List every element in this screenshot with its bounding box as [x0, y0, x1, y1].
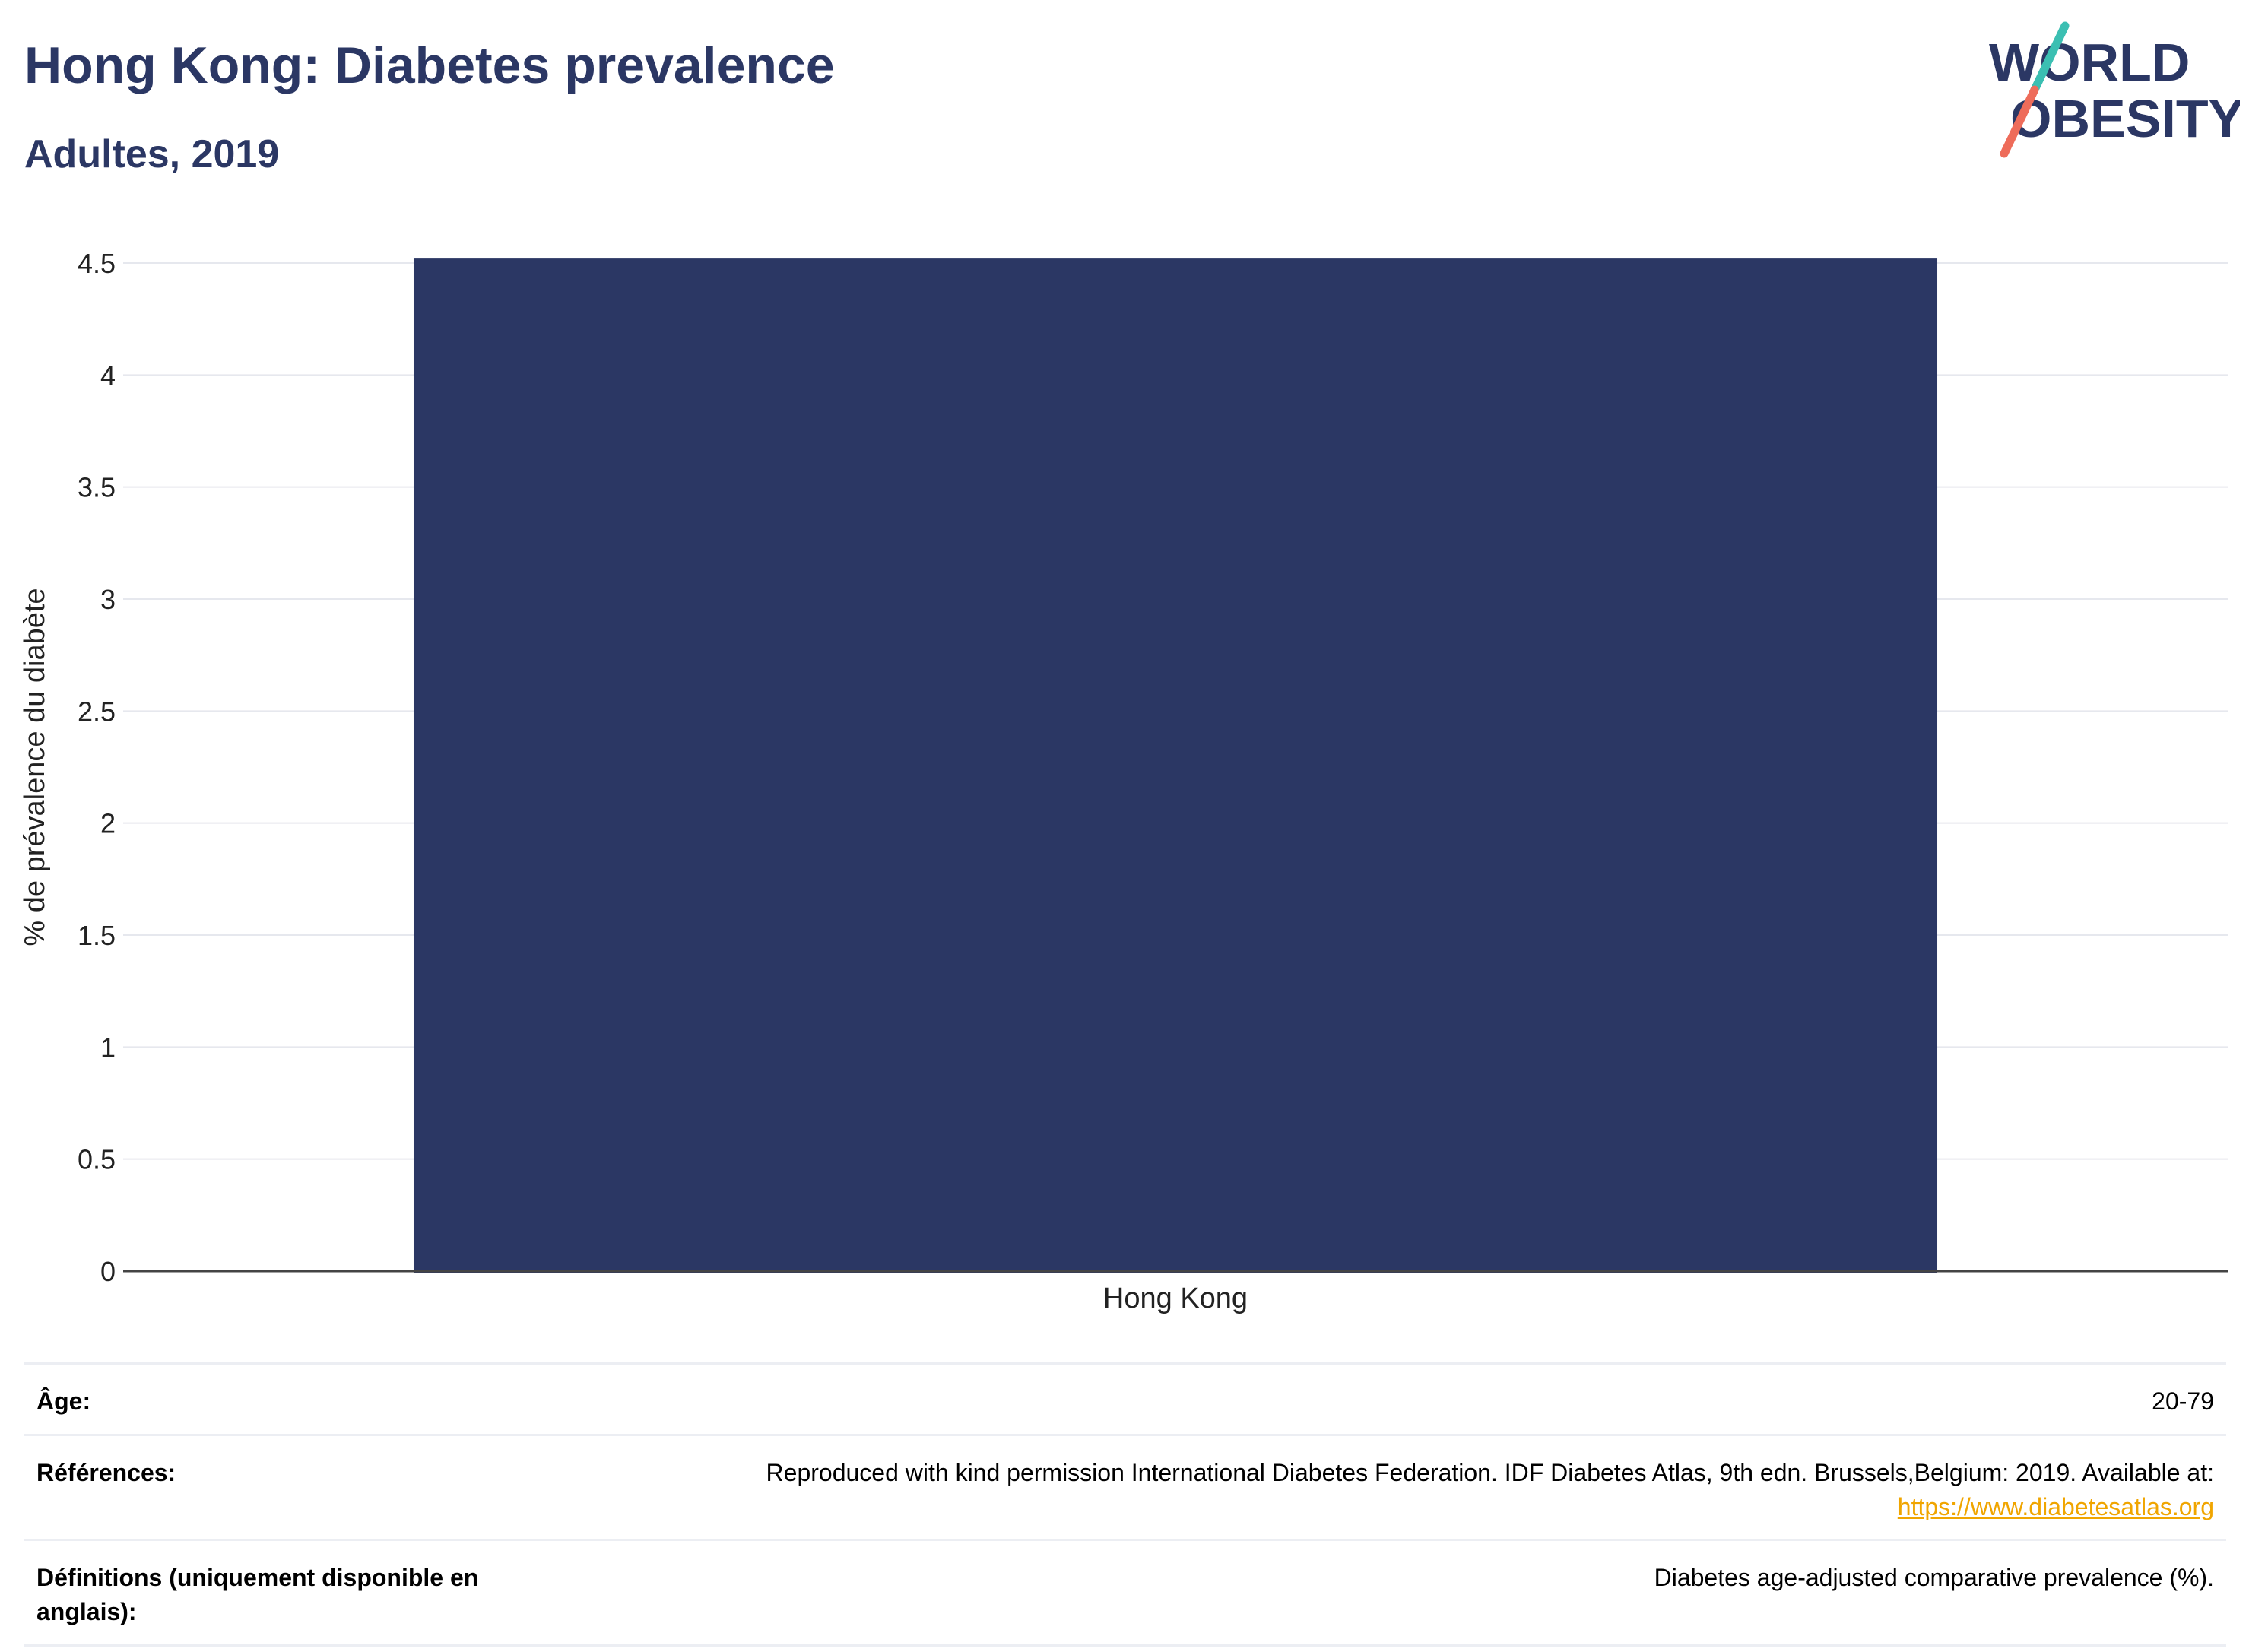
references-label: Références:: [36, 1458, 176, 1486]
y-tick-label: 0.5: [78, 1144, 116, 1175]
metadata-table: Âge: 20-79 Références: Reproduced with k…: [24, 1362, 2226, 1647]
y-tick-label: 0: [100, 1256, 116, 1287]
y-tick-label: 2.5: [78, 696, 116, 727]
meta-row-references: Références: Reproduced with kind permiss…: [24, 1435, 2226, 1540]
y-tick-label: 3.5: [78, 472, 116, 503]
references-value: Reproduced with kind permission Internat…: [566, 1435, 2226, 1540]
world-obesity-logo[interactable]: WORLD OBESITY: [1977, 21, 2240, 158]
logo-line1: WORLD: [1989, 33, 2190, 92]
bar-chart: 0 0.5 1 1.5 2 2.5 3 3.5 4 4.5 Hong Kong % de prév…: [19, 248, 2228, 1314]
page-subtitle: Adultes, 2019: [24, 132, 280, 176]
age-label: Âge:: [36, 1387, 91, 1415]
x-tick-label: Hong Kong: [1103, 1283, 1248, 1314]
y-tick-label: 4: [100, 360, 116, 391]
y-tick-label: 1: [100, 1032, 116, 1063]
references-text: Reproduced with kind permission Internat…: [766, 1458, 2214, 1486]
meta-row-definitions: Définitions (uniquement disponible en an…: [24, 1539, 2226, 1646]
bar[interactable]: [413, 258, 1938, 1273]
bars: [413, 258, 1938, 1273]
y-axis-label: % de prévalence du diabète: [19, 588, 51, 946]
y-tick-label: 3: [100, 584, 116, 615]
references-link[interactable]: https://www.diabetesatlas.org: [1897, 1492, 2214, 1520]
page-title: Hong Kong: Diabetes prevalence: [24, 36, 835, 94]
y-tick-label: 4.5: [78, 248, 116, 279]
y-tick-label: 1.5: [78, 920, 116, 951]
x-tick-labels: Hong Kong: [1103, 1283, 1248, 1314]
logo-slash-teal: [2030, 21, 2070, 94]
y-tick-label: 2: [100, 808, 116, 839]
y-tick-labels: 0 0.5 1 1.5 2 2.5 3 3.5 4 4.5: [78, 248, 116, 1287]
definitions-value: Diabetes age-adjusted comparative preval…: [1654, 1564, 2214, 1592]
logo-slash-coral: [2000, 85, 2039, 158]
logo-line2: OBESITY: [2010, 89, 2240, 148]
age-value: 20-79: [2152, 1387, 2214, 1415]
definitions-label: Définitions (uniquement disponible en an…: [36, 1564, 479, 1626]
meta-row-age: Âge: 20-79: [24, 1363, 2226, 1435]
